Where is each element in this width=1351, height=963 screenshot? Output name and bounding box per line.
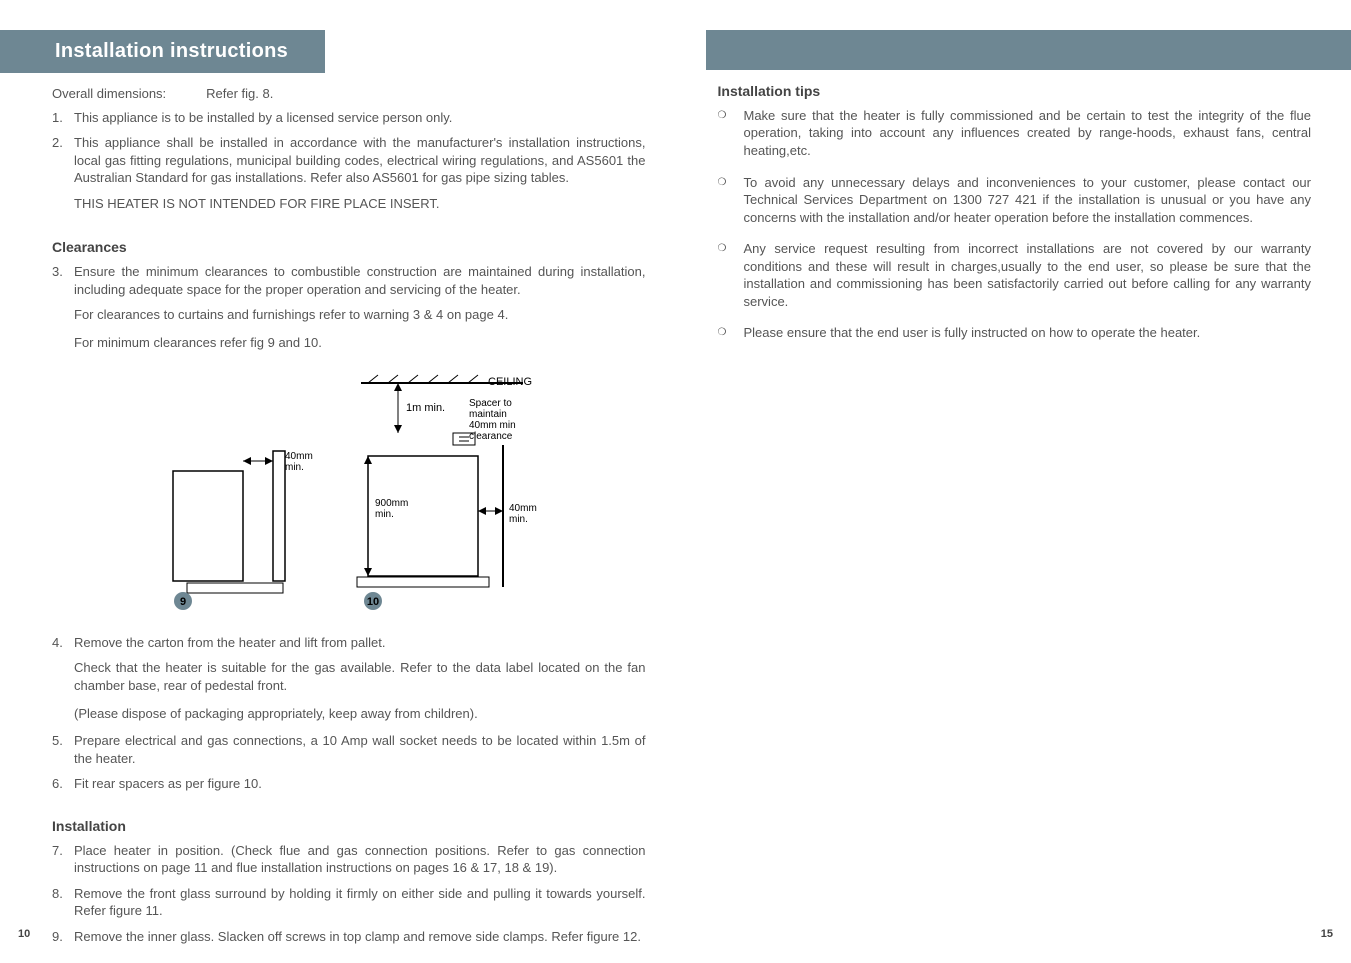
list-num: 4. [52, 634, 74, 652]
right-column: Installation tips ❍Make sure that the he… [706, 30, 1312, 953]
svg-text:Spacer to: Spacer to [469, 398, 512, 409]
list-intro: 1.This appliance is to be installed by a… [40, 109, 646, 195]
svg-text:40mm min: 40mm min [469, 420, 516, 431]
list-num: 3. [52, 263, 74, 298]
tip-text: Any service request resulting from incor… [744, 240, 1312, 310]
installation-heading: Installation [40, 817, 646, 836]
svg-text:min.: min. [509, 514, 528, 525]
dim-ref: Refer fig. 8. [206, 85, 273, 103]
list-text: Remove the front glass surround by holdi… [74, 885, 646, 920]
svg-text:maintain: maintain [469, 409, 507, 420]
tip-text: Make sure that the heater is fully commi… [744, 107, 1312, 160]
left-column: Installation instructions Overall dimens… [40, 30, 646, 953]
list-num: 7. [52, 842, 74, 877]
dispose-para: (Please dispose of packaging appropriate… [40, 705, 646, 723]
list-text: Place heater in position. (Check flue an… [74, 842, 646, 877]
list-text: Remove the inner glass. Slacken off scre… [74, 928, 646, 946]
lbl-1m: 1m min. [406, 402, 445, 414]
svg-text:min.: min. [285, 462, 304, 473]
clearance-diagram-svg: CEILING 1m min. Spacer to maintain 40mm … [143, 371, 543, 611]
section-header-left: Installation instructions [0, 30, 325, 73]
list-text: Fit rear spacers as per figure 10. [74, 775, 646, 793]
page-number-left: 10 [18, 927, 30, 942]
svg-text:clearance: clearance [469, 431, 513, 442]
tips-list: ❍Make sure that the heater is fully comm… [706, 107, 1312, 356]
svg-text:900mm: 900mm [375, 498, 408, 509]
list-num: 6. [52, 775, 74, 793]
bullet-icon: ❍ [718, 324, 744, 342]
list-text: Prepare electrical and gas connections, … [74, 732, 646, 767]
figure-9-10: CEILING 1m min. Spacer to maintain 40mm … [40, 371, 646, 616]
svg-text:40mm: 40mm [509, 503, 537, 514]
list-after-fig: 4.Remove the carton from the heater and … [40, 634, 646, 660]
list-clearances: 3.Ensure the minimum clearances to combu… [40, 263, 646, 306]
list-text: This appliance is to be installed by a l… [74, 109, 646, 127]
overall-dimensions-row: Overall dimensions: Refer fig. 8. [40, 85, 646, 103]
svg-text:10: 10 [367, 596, 379, 608]
list-text: Remove the carton from the heater and li… [74, 634, 646, 652]
list-num: 5. [52, 732, 74, 767]
bullet-icon: ❍ [718, 240, 744, 310]
tip-text: Please ensure that the end user is fully… [744, 324, 1312, 342]
clearances-para-2: For minimum clearances refer fig 9 and 1… [40, 334, 646, 352]
svg-text:9: 9 [180, 596, 186, 608]
dim-label: Overall dimensions: [52, 85, 166, 103]
list-num: 8. [52, 885, 74, 920]
bullet-icon: ❍ [718, 174, 744, 227]
tip-text: To avoid any unnecessary delays and inco… [744, 174, 1312, 227]
bullet-icon: ❍ [718, 107, 744, 160]
clearances-heading: Clearances [40, 238, 646, 257]
list-text: This appliance shall be installed in acc… [74, 134, 646, 187]
installation-tips-heading: Installation tips [706, 82, 1312, 101]
list-text: Ensure the minimum clearances to combust… [74, 263, 646, 298]
svg-text:min.: min. [375, 509, 394, 520]
ceiling-label: CEILING [488, 376, 532, 388]
list-num: 9. [52, 928, 74, 946]
caps-note: THIS HEATER IS NOT INTENDED FOR FIRE PLA… [40, 195, 646, 213]
list-install: 7.Place heater in position. (Check flue … [40, 842, 646, 954]
clearances-para-1: For clearances to curtains and furnishin… [40, 306, 646, 324]
section-header-right-blank [706, 30, 1351, 70]
check-gas-para: Check that the heater is suitable for th… [40, 659, 646, 694]
svg-text:40mm: 40mm [285, 451, 313, 462]
page-number-right: 15 [1321, 927, 1333, 942]
list-num: 2. [52, 134, 74, 187]
list-prep: 5.Prepare electrical and gas connections… [40, 732, 646, 801]
list-num: 1. [52, 109, 74, 127]
